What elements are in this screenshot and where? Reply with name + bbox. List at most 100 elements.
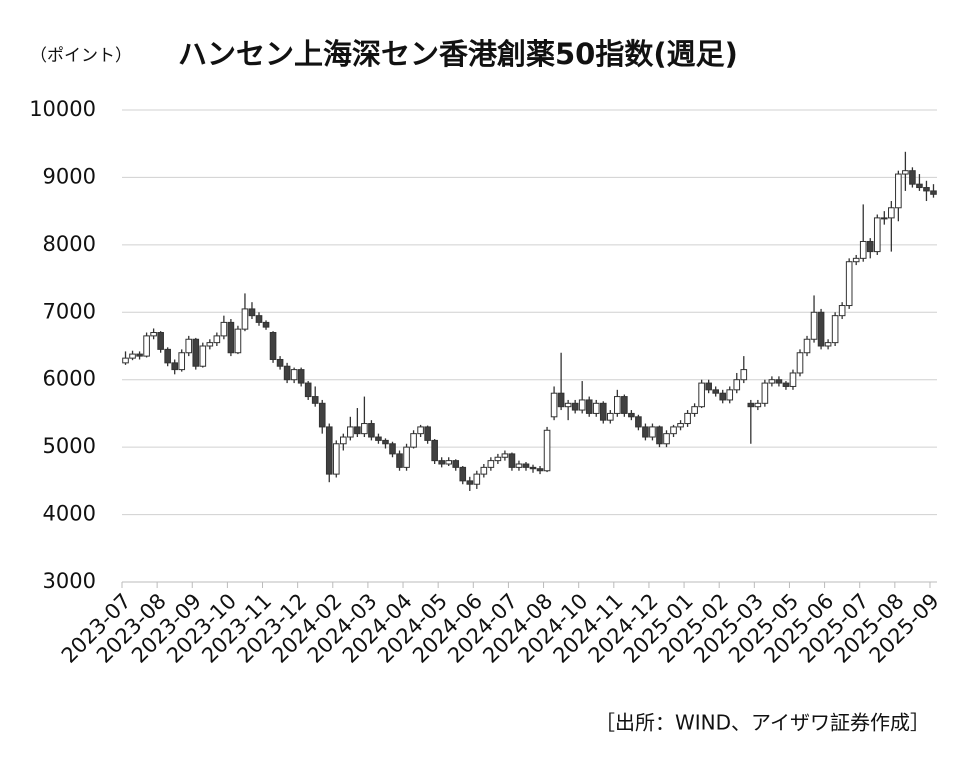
candle-body xyxy=(445,460,453,465)
candle-body xyxy=(712,389,719,394)
candle-body xyxy=(410,433,417,448)
candle-body xyxy=(368,423,375,438)
candle-body xyxy=(185,338,193,354)
candle-body xyxy=(606,412,614,421)
candle-body xyxy=(438,460,445,465)
candle-body xyxy=(916,183,923,189)
candle-body xyxy=(122,357,129,364)
candle-body xyxy=(888,207,895,219)
source-note: ［出所：WIND、アイザワ証券作成］ xyxy=(595,711,930,735)
candle-body xyxy=(501,453,509,458)
candle-body xyxy=(143,335,150,357)
candle-body xyxy=(880,217,888,220)
candle-body xyxy=(677,423,684,428)
candle-body xyxy=(515,463,523,468)
candle-body xyxy=(642,426,649,438)
candle-body xyxy=(578,399,586,411)
candle-body xyxy=(347,426,354,438)
candle-body xyxy=(164,348,171,364)
candle-body xyxy=(340,436,347,445)
candle-body xyxy=(361,423,368,435)
candle-body xyxy=(796,352,804,374)
candle-body xyxy=(522,463,530,468)
candle-body xyxy=(845,261,853,307)
candle-body xyxy=(923,187,930,192)
candle-body xyxy=(691,406,698,414)
candle-body xyxy=(740,369,748,381)
candle-body xyxy=(817,311,825,347)
candle-body xyxy=(213,335,221,344)
candle-body xyxy=(592,402,600,414)
y-axis-label: （ポイント） xyxy=(30,46,132,66)
y-tick-label: 7000 xyxy=(43,299,96,323)
candle-body xyxy=(157,332,164,350)
candle-body xyxy=(930,190,937,195)
candle-body xyxy=(403,446,410,468)
candle-body xyxy=(564,402,572,408)
candle-body xyxy=(789,372,797,387)
candle-body xyxy=(431,439,438,462)
candle-body xyxy=(297,369,305,384)
candle-body xyxy=(775,379,783,384)
candle-body xyxy=(311,396,319,404)
candle-body xyxy=(614,396,621,414)
candle-body xyxy=(508,453,516,468)
candle-body xyxy=(136,353,143,357)
candle-body xyxy=(241,308,249,330)
candle-body xyxy=(283,365,291,381)
candle-body xyxy=(635,416,642,428)
y-tick-label: 3000 xyxy=(43,569,96,593)
candle-body xyxy=(536,468,544,472)
y-tick-label: 4000 xyxy=(43,502,96,526)
candle-body xyxy=(248,308,256,317)
y-tick-label: 5000 xyxy=(43,434,96,458)
candle-body xyxy=(698,382,705,408)
candle-body xyxy=(220,321,228,337)
candle-body xyxy=(895,173,902,209)
candle-body xyxy=(354,426,361,435)
candle-body xyxy=(234,328,242,354)
candle-body xyxy=(543,429,551,472)
candle-body xyxy=(227,321,235,354)
candle-body xyxy=(866,240,874,253)
y-tick-label: 6000 xyxy=(43,367,96,391)
candle-body xyxy=(192,338,200,367)
candle-body xyxy=(705,382,712,391)
candle-body xyxy=(206,342,214,347)
candle-body xyxy=(417,426,424,435)
candle-body xyxy=(262,321,270,328)
candle-body xyxy=(810,311,818,340)
candle-body xyxy=(852,257,860,263)
candle-body xyxy=(487,460,495,468)
candle-body xyxy=(459,466,467,482)
y-tick-label: 8000 xyxy=(43,232,96,256)
candle-body xyxy=(494,456,502,462)
candle-body xyxy=(255,315,263,323)
candle-body xyxy=(909,170,916,185)
candle-body xyxy=(178,352,186,371)
candle-body xyxy=(726,389,734,401)
candle-body xyxy=(199,345,207,367)
candle-body xyxy=(747,402,755,408)
y-tick-label: 10000 xyxy=(29,97,96,121)
candle-body xyxy=(480,466,488,475)
candle-body xyxy=(396,453,403,468)
candle-body xyxy=(733,379,741,391)
candle-body xyxy=(684,412,691,425)
candle-body xyxy=(831,315,839,344)
candle-body xyxy=(754,402,762,408)
candle-body xyxy=(719,392,727,401)
candle-body xyxy=(873,217,881,253)
candle-body xyxy=(382,439,389,445)
chart-title: ハンセン上海深セン香港創薬50指数(週足) xyxy=(178,37,738,71)
candle-body xyxy=(375,436,382,441)
candle-body xyxy=(761,382,769,404)
candle-body xyxy=(649,426,656,438)
candle-body xyxy=(129,353,136,359)
candle-body xyxy=(276,358,284,367)
candle-body xyxy=(803,338,811,354)
candle-body xyxy=(838,305,846,317)
candle-body xyxy=(571,402,579,411)
candle-body xyxy=(585,399,593,414)
